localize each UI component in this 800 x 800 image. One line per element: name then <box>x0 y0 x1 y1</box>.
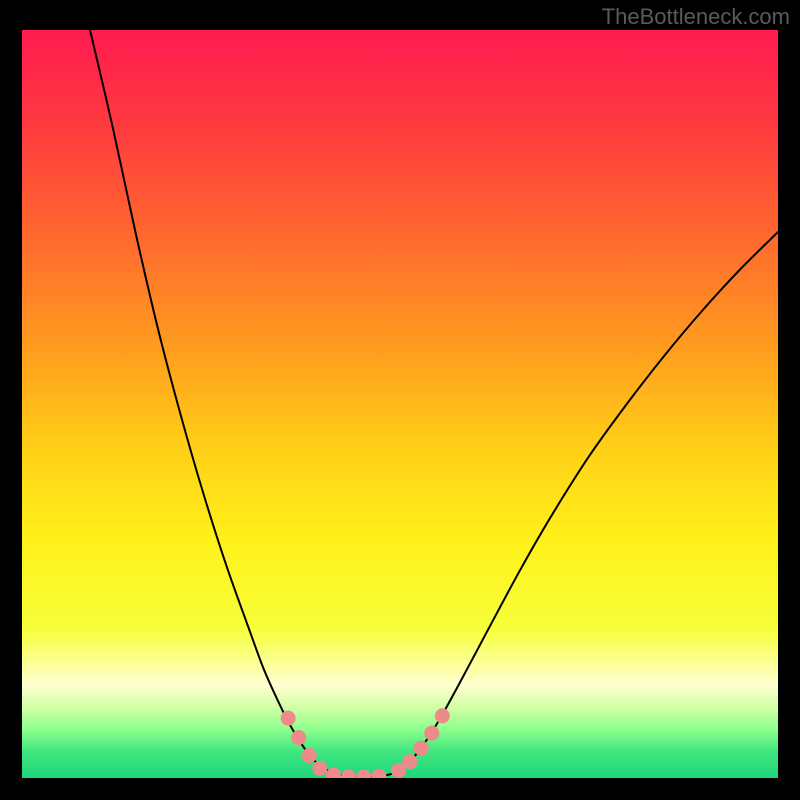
curve-marker <box>424 726 439 741</box>
curve-marker <box>291 730 306 745</box>
curve-marker <box>302 748 317 763</box>
plot-area <box>22 30 778 778</box>
curve-marker <box>356 770 371 778</box>
chart-frame: TheBottleneck.com <box>0 0 800 800</box>
curve-marker <box>281 711 296 726</box>
bottleneck-curve <box>90 30 778 777</box>
curve-marker <box>435 708 450 723</box>
curve-marker <box>312 761 327 776</box>
curve-marker <box>341 769 356 778</box>
curve-marker <box>402 754 417 769</box>
plot-curve-layer <box>22 30 778 778</box>
curve-marker <box>371 769 386 778</box>
curve-marker <box>326 768 341 778</box>
watermark-text: TheBottleneck.com <box>602 4 790 30</box>
curve-marker <box>414 741 429 756</box>
